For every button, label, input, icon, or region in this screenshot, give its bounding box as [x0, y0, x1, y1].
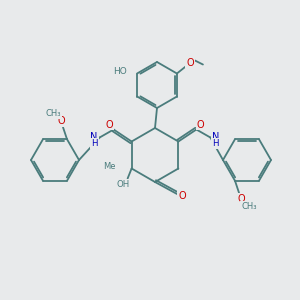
Text: O: O	[178, 191, 186, 201]
Text: H: H	[91, 139, 98, 148]
Text: CH₃: CH₃	[45, 109, 61, 118]
Text: O: O	[57, 116, 65, 126]
Text: O: O	[186, 58, 194, 68]
Text: O: O	[106, 119, 113, 130]
Text: N: N	[212, 131, 220, 142]
Text: O: O	[237, 194, 245, 204]
Text: N: N	[90, 131, 98, 142]
Text: CH₃: CH₃	[241, 202, 257, 211]
Text: OH: OH	[117, 180, 130, 189]
Text: H: H	[212, 139, 219, 148]
Text: O: O	[196, 119, 204, 130]
Text: HO: HO	[113, 67, 127, 76]
Text: Me: Me	[103, 162, 116, 171]
